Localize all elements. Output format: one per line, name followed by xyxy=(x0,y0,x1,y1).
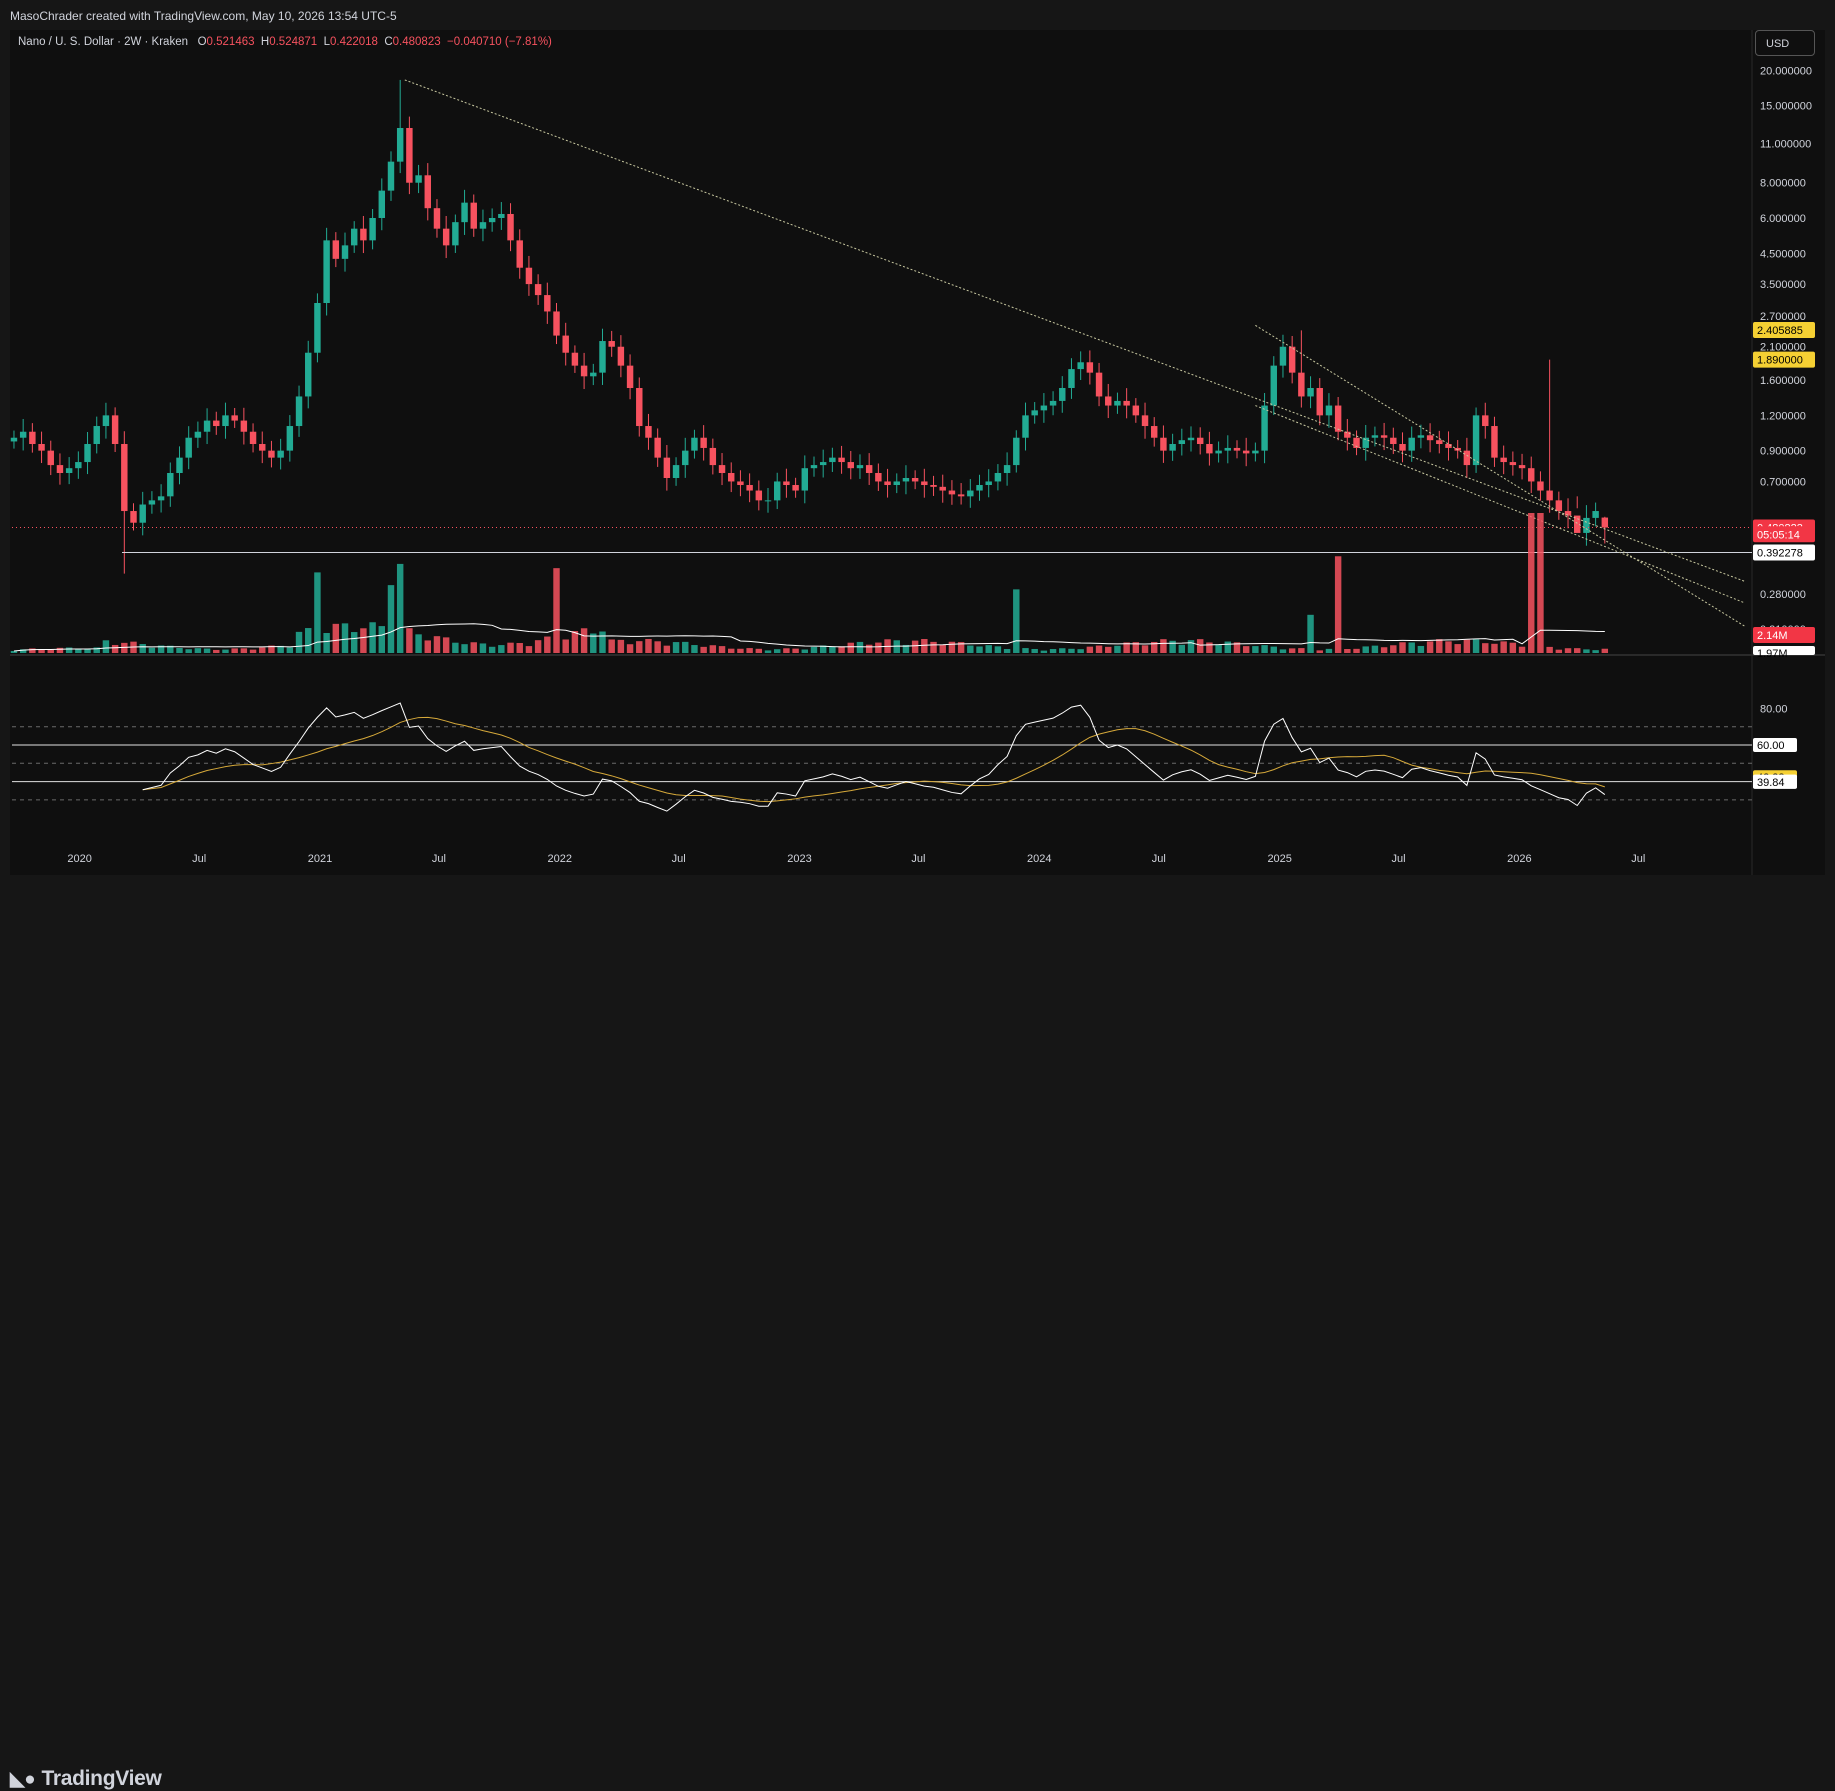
high-label: H xyxy=(260,36,270,48)
tradingview-logo-icon: ◣● xyxy=(10,1769,36,1790)
tradingview-logo[interactable]: ◣● TradingView xyxy=(10,1767,162,1791)
symbol-legend: Nano / U. S. Dollar · 2W · Kraken O0.521… xyxy=(18,36,552,48)
close-label: C xyxy=(384,36,393,48)
currency-selector[interactable]: USD xyxy=(1755,30,1815,56)
high-value: 0.524871 xyxy=(269,36,318,48)
close-value: 0.480823 xyxy=(392,36,441,48)
low-label: L xyxy=(323,36,330,48)
open-value: 0.521463 xyxy=(206,36,255,48)
symbol-name[interactable]: Nano / U. S. Dollar · 2W · Kraken xyxy=(18,36,188,48)
footer: ◣● TradingView xyxy=(0,875,1835,1790)
open-label: O xyxy=(197,36,207,48)
chart-credit: MasoChrader created with TradingView.com… xyxy=(10,9,397,23)
chart-area[interactable] xyxy=(10,30,1825,875)
tradingview-logo-text: TradingView xyxy=(41,1767,162,1790)
top-bar: MasoChrader created with TradingView.com… xyxy=(0,0,1835,30)
change-value: −0.040710 (−7.81%) xyxy=(447,36,552,48)
low-value: 0.422018 xyxy=(329,36,378,48)
